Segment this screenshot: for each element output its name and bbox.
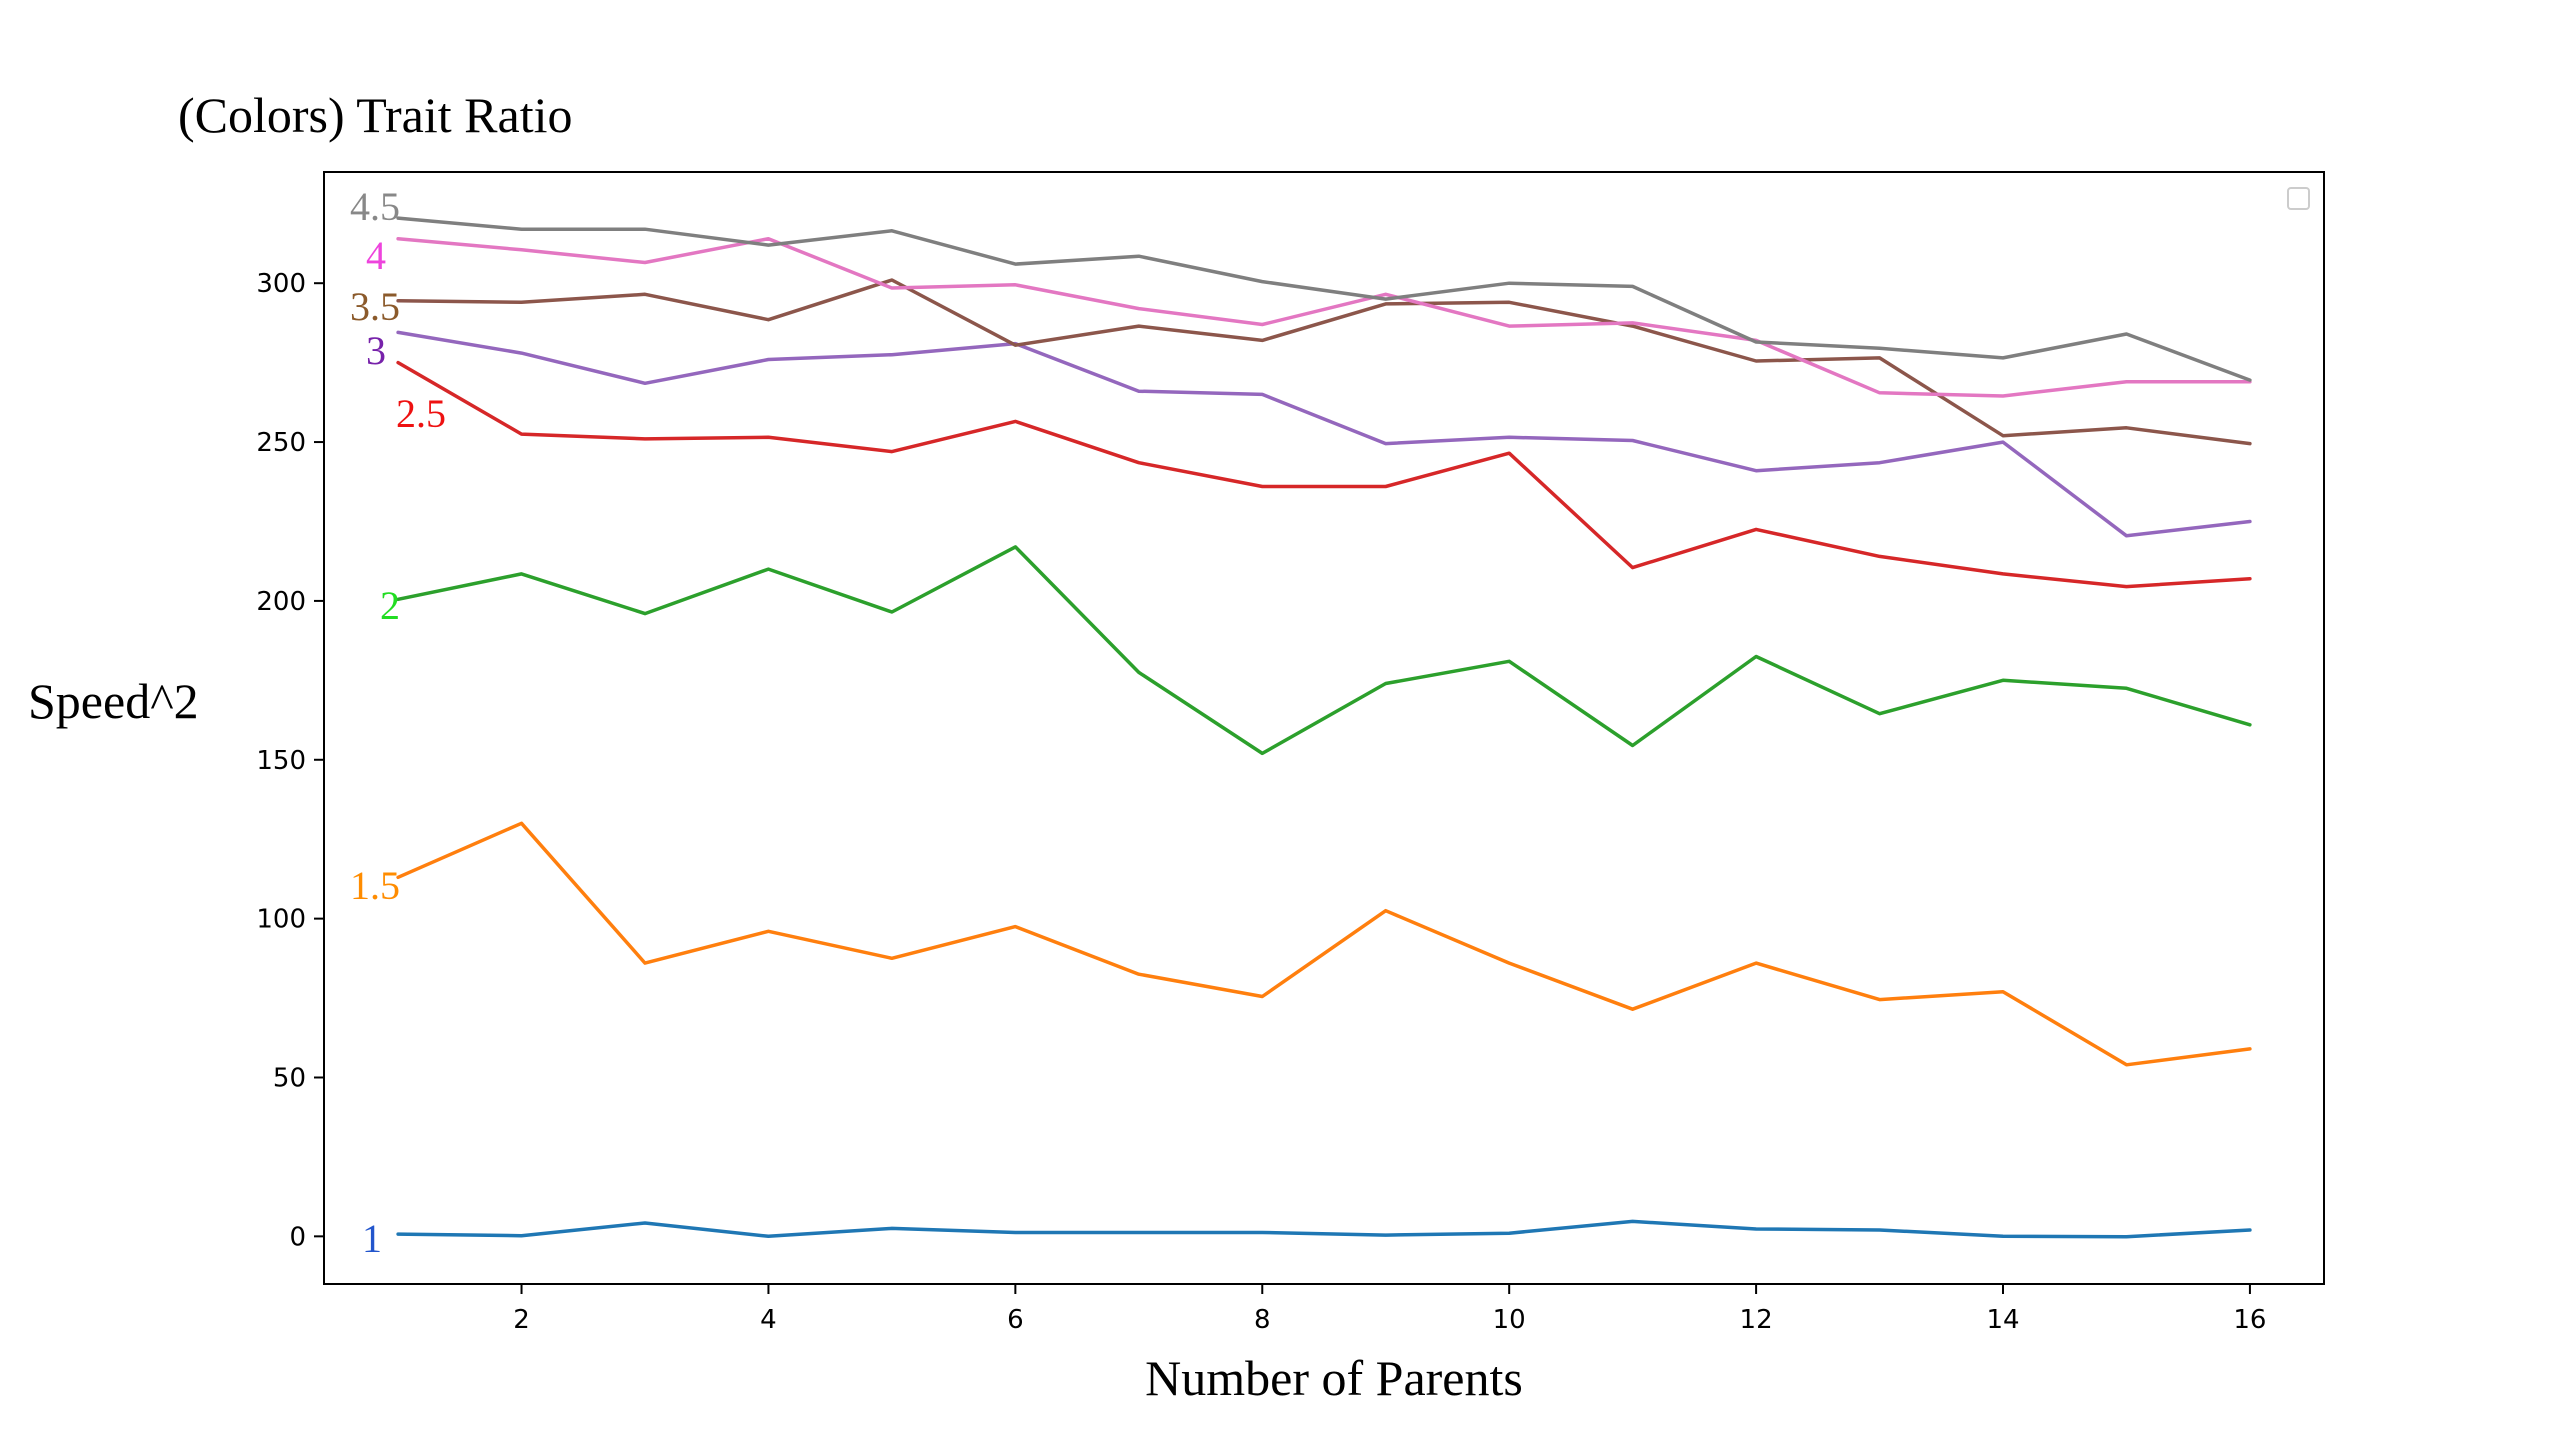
series-label-4-5: 4.5 xyxy=(350,184,400,229)
series-line-4-5 xyxy=(396,216,2252,382)
series-line-2 xyxy=(396,545,2252,756)
series-label-1-5: 1.5 xyxy=(350,863,400,908)
y-tick-label: 150 xyxy=(256,746,306,776)
x-tick-label: 10 xyxy=(1493,1305,1526,1335)
y-tick-label: 300 xyxy=(256,269,306,299)
x-tick-label: 8 xyxy=(1254,1305,1271,1335)
series-line-3 xyxy=(396,330,2252,538)
series-line-2-5 xyxy=(396,360,2252,589)
x-tick-label: 14 xyxy=(1986,1305,2019,1335)
x-axis-label: Number of Parents xyxy=(1145,1350,1523,1406)
legend-box xyxy=(2287,187,2310,210)
y-tick-label: 200 xyxy=(256,587,306,617)
series-label-2-5: 2.5 xyxy=(396,391,446,436)
series-line-4 xyxy=(396,236,2252,398)
plot-frame xyxy=(323,171,2325,1285)
series-label-1: 1 xyxy=(362,1216,382,1261)
series-label-4: 4 xyxy=(366,233,386,278)
series-layer xyxy=(396,216,2252,1239)
x-tick-label: 12 xyxy=(1740,1305,1773,1335)
y-tick-label: 0 xyxy=(289,1222,306,1252)
series-line-1 xyxy=(396,1219,2252,1239)
x-tick-label: 4 xyxy=(760,1305,777,1335)
series-line-3-5 xyxy=(396,278,2252,446)
chart-title: (Colors) Trait Ratio xyxy=(178,87,572,143)
series-labels-layer: 1 1.5 2 2.533.5 44.5 xyxy=(350,184,446,1261)
y-tick-label: 100 xyxy=(256,905,306,935)
x-tick-label: 2 xyxy=(513,1305,530,1335)
series-label-2: 2 xyxy=(380,583,400,628)
y-axis-label: Speed^2 xyxy=(28,673,199,729)
y-tick-label: 50 xyxy=(273,1063,306,1093)
series-label-3: 3 xyxy=(366,328,386,373)
x-tick-label: 6 xyxy=(1007,1305,1024,1335)
series-line-1-5 xyxy=(396,821,2252,1067)
x-tick-label: 16 xyxy=(2233,1305,2266,1335)
y-tick-label: 250 xyxy=(256,428,306,458)
series-label-3-5: 3.5 xyxy=(350,284,400,329)
